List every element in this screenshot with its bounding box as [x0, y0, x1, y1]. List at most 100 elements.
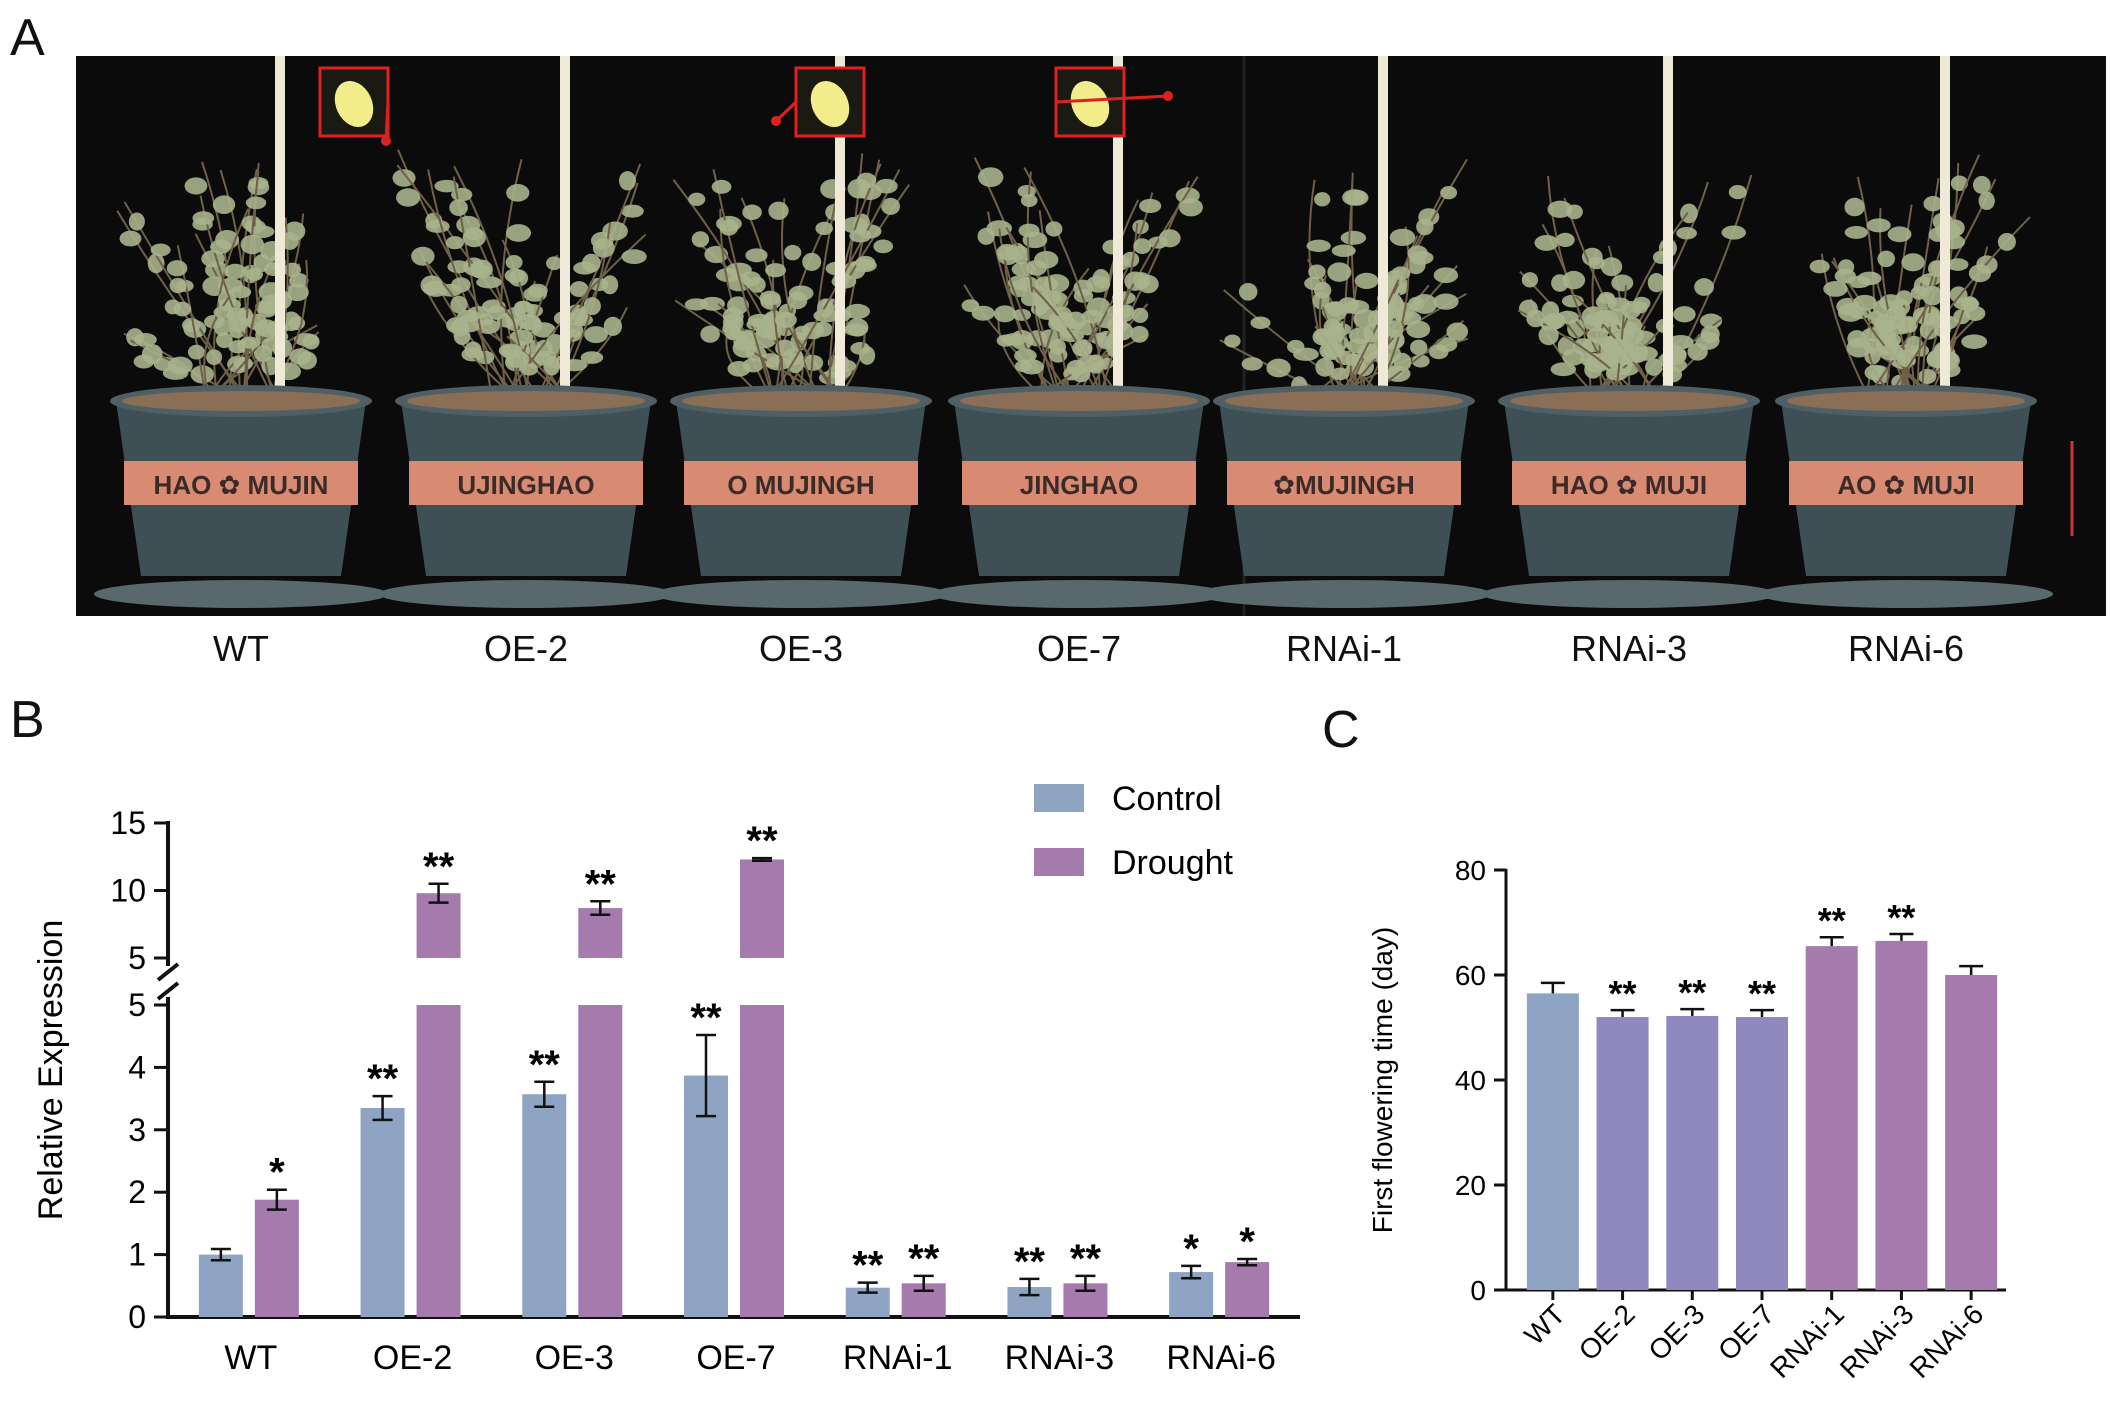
significance-mark: **: [852, 1244, 884, 1288]
plant-leaf: [457, 309, 481, 323]
support-stake: [1663, 56, 1673, 401]
plant-leaf: [1844, 226, 1869, 239]
plant-leaf: [849, 229, 872, 243]
plant-foliage: [116, 161, 320, 397]
plant-leaf: [1391, 266, 1411, 280]
x-tick-label: RNAi-1: [1764, 1298, 1850, 1384]
plant-leaf: [1588, 256, 1606, 270]
panel-a-letter: A: [10, 9, 45, 67]
plant-leaf: [1623, 342, 1649, 363]
x-tick-label: RNAi-6: [1904, 1298, 1990, 1384]
plant-leaf: [517, 313, 541, 331]
plant-leaf: [1968, 264, 1992, 283]
plant-pot-6: HAO ✿ MUJI: [1482, 56, 1776, 608]
plant-leaf: [691, 231, 710, 248]
genotype-label: WT: [213, 628, 269, 669]
plant-leaf: [569, 281, 589, 298]
significance-mark: *: [1239, 1220, 1255, 1264]
plant-stem: [245, 243, 284, 397]
x-tick-label: OE-2: [1573, 1298, 1641, 1366]
plant-leaf: [1433, 267, 1459, 284]
plant-leaf: [1327, 262, 1352, 282]
bar-drought: [1225, 1262, 1270, 1317]
plant-leaf: [801, 321, 825, 340]
legend-swatch-control: [1034, 784, 1084, 812]
y-tick-label: 3: [128, 1112, 146, 1148]
panel-b-letter: B: [10, 691, 45, 749]
legend-label-control: Control: [1112, 780, 1222, 818]
bar-control: [522, 1094, 567, 1317]
plant-leaf: [1020, 292, 1040, 307]
plant-leaf: [229, 285, 252, 299]
plant-leaf: [1887, 226, 1912, 243]
plant-leaf: [1922, 285, 1944, 306]
plant-leaf: [504, 268, 526, 283]
plant-leaf: [213, 305, 238, 319]
plant-leaf: [859, 346, 876, 365]
plant-leaf: [719, 219, 739, 236]
plant-leaf: [1721, 225, 1747, 240]
plant-leaf: [1972, 175, 1991, 194]
plant-leaf: [187, 344, 205, 360]
plant-leaf: [1224, 334, 1241, 348]
plant-leaf: [1538, 325, 1559, 346]
plant-leaf: [285, 283, 309, 302]
plant-pot-4: JINGHAO: [932, 56, 1226, 608]
plant-leaf: [1354, 272, 1379, 290]
support-stake: [560, 56, 570, 401]
pot-saucer: [1759, 580, 2053, 608]
plant-leaf: [1555, 232, 1575, 248]
plant-leaf: [449, 199, 468, 216]
plant-leaf: [173, 301, 192, 317]
x-tick-label: WT: [1518, 1298, 1571, 1351]
plant-leaf: [228, 312, 248, 333]
plant-leaf: [620, 204, 644, 218]
plant-leaf: [134, 333, 157, 347]
plant-leaf: [1306, 239, 1331, 253]
y-tick-label: 0: [1470, 1275, 1486, 1306]
bar-drought-lower: [578, 1005, 623, 1317]
plant-leaf: [1087, 354, 1105, 374]
plant-leaf: [1918, 368, 1937, 385]
plant-leaf: [1837, 303, 1864, 322]
significance-mark: **: [423, 845, 455, 889]
plant-leaf: [1086, 275, 1111, 293]
plant-leaf: [722, 307, 744, 326]
y-tick-label: 20: [1455, 1170, 1486, 1201]
plant-photo-panel: HAO ✿ MUJIN UJINGHAO O MUJINGH JINGHAO ✿MUJI…: [76, 56, 2106, 616]
plant-leaf: [1694, 278, 1714, 296]
plant-stem: [698, 299, 821, 397]
plant-leaf: [167, 356, 193, 375]
plant-leaf: [1342, 189, 1367, 206]
bar-control: [360, 1107, 405, 1317]
plant-leaf: [213, 317, 231, 337]
plant-leaf: [856, 172, 877, 189]
plant-leaf: [1308, 264, 1326, 280]
plant-leaf: [844, 303, 870, 319]
y-tick-label: 0: [128, 1299, 146, 1335]
x-tick-label: RNAi-6: [1166, 1339, 1276, 1377]
pot-label-band: [684, 461, 918, 505]
plant-leaf: [727, 361, 751, 377]
plant-leaf: [1238, 282, 1258, 301]
plant-leaf: [1667, 334, 1694, 350]
bar-flowering-time: [1526, 993, 1579, 1290]
plant-leaf: [815, 221, 833, 236]
plant-leaf: [425, 219, 450, 233]
plant-leaf: [280, 232, 299, 250]
y-axis-label: Relative Expression: [32, 920, 70, 1220]
plant-leaf: [1389, 228, 1416, 247]
plant-leaf: [873, 239, 894, 254]
plant-leaf: [1699, 313, 1723, 329]
plant-leaf: [733, 336, 754, 352]
x-tick-label: OE-2: [373, 1339, 452, 1377]
plant-leaf: [1266, 358, 1291, 378]
plant-leaf: [1250, 316, 1271, 330]
plant-leaf: [621, 249, 647, 265]
plant-leaf: [1547, 200, 1573, 218]
plant-leaf: [1130, 325, 1149, 343]
plant-leaf: [602, 221, 628, 241]
plant-leaf: [855, 255, 876, 271]
plant-leaf: [451, 187, 473, 202]
pot-label-band: [1512, 461, 1746, 505]
